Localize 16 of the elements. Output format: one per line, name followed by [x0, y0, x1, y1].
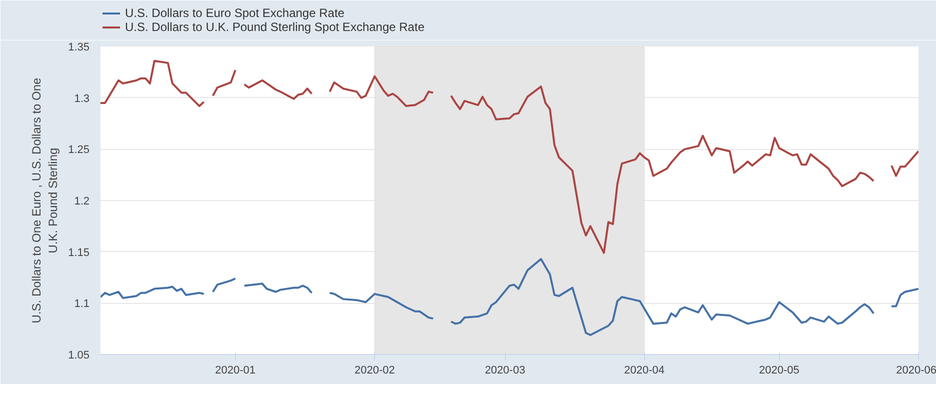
legend-label: U.S. Dollars to Euro Spot Exchange Rate: [125, 6, 344, 20]
x-tick-label: 2020-03: [484, 364, 526, 376]
y-tick-label: 1.15: [68, 246, 90, 259]
x-tick-label: 2020-04: [624, 364, 665, 376]
y-tick-label: 1.35: [68, 42, 90, 54]
x-tick-label: 2020-05: [758, 364, 800, 376]
y-tick-label: 1.05: [68, 350, 90, 362]
x-tick-label: 2020-06: [896, 364, 936, 376]
legend-label: U.S. Dollars to U.K. Pound Sterling Spot Exchange Rate: [125, 20, 424, 34]
x-tick-label: 2020-01: [215, 364, 256, 376]
y-tick-label: 1.2: [74, 196, 90, 208]
y-tick-label: 1.25: [68, 144, 90, 156]
y-tick-label: 1.3: [74, 92, 90, 105]
x-tick-label: 2020-02: [354, 364, 395, 376]
y-axis-title: U.S. Dollars to One Euro , U.S. Dollars to One U.K. Pound Sterling: [29, 77, 60, 324]
y-tick-label: 1.1: [74, 298, 90, 310]
